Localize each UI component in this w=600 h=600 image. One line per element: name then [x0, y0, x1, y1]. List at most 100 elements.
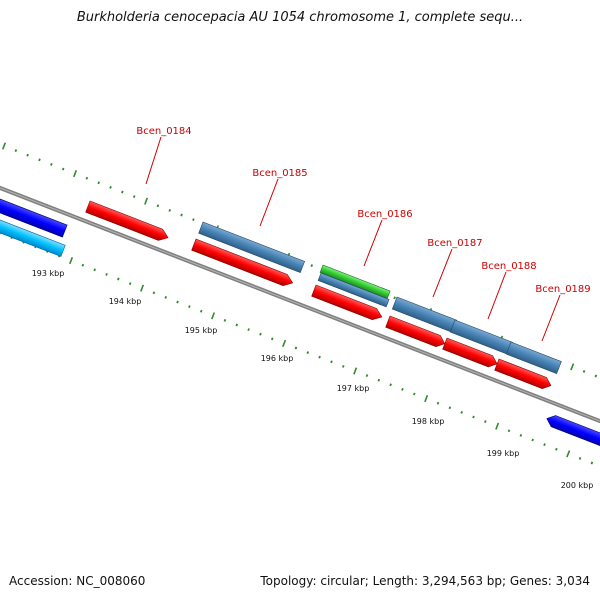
minor-tick	[413, 392, 416, 396]
leader-line	[259, 178, 279, 227]
minor-tick	[61, 167, 65, 171]
gene-label-group: Bcen_0184 Bcen_0185 Bcen_0186 Bcen_0187 …	[136, 126, 591, 342]
gene-label: Bcen_0189	[535, 284, 590, 295]
minor-tick	[318, 355, 321, 359]
gene-label: Bcen_0187	[427, 238, 482, 249]
kbp-label: 195 kbp	[185, 326, 218, 335]
minor-tick	[306, 351, 310, 355]
minor-tick	[365, 374, 369, 378]
minor-tick	[105, 272, 108, 276]
minor-tick	[436, 401, 440, 405]
gene-red-186-inner	[311, 284, 383, 321]
major-tick	[144, 197, 149, 205]
minor-tick	[555, 447, 558, 451]
gene-steel-186	[317, 272, 390, 308]
minor-tick	[93, 268, 96, 272]
major-tick	[140, 284, 145, 292]
leader-line	[363, 219, 383, 267]
kbp-label: 199 kbp	[487, 449, 520, 458]
minor-tick	[531, 438, 534, 442]
minor-tick	[389, 383, 392, 387]
minor-tick	[507, 429, 511, 433]
minor-tick	[164, 295, 168, 299]
minor-tick	[117, 277, 120, 281]
minor-tick	[330, 360, 333, 364]
minor-tick	[97, 181, 100, 185]
minor-tick	[448, 406, 452, 410]
major-tick	[570, 363, 575, 371]
minor-tick	[128, 282, 132, 286]
minor-tick	[393, 296, 396, 300]
kbp-label: 193 kbp	[32, 269, 65, 278]
gene-label: Bcen_0186	[357, 209, 412, 220]
minor-tick	[519, 433, 523, 437]
kbp-label: 198 kbp	[412, 417, 445, 426]
major-tick	[69, 257, 74, 265]
leader-line	[541, 294, 561, 342]
minor-tick	[192, 218, 195, 222]
inner-tick-ring	[0, 229, 594, 465]
major-tick	[353, 367, 358, 375]
major-tick	[424, 395, 429, 403]
kbp-label: 200 kbp	[561, 481, 594, 490]
gene-label: Bcen_0188	[481, 261, 536, 272]
minor-tick	[85, 176, 89, 180]
minor-tick	[26, 153, 29, 157]
gene-blue-right	[546, 415, 600, 450]
minor-tick	[472, 415, 475, 419]
major-tick	[73, 170, 78, 178]
kbp-label: 197 kbp	[337, 384, 370, 393]
kbp-label: 196 kbp	[261, 354, 294, 363]
minor-tick	[81, 263, 85, 267]
topology-summary: Topology: circular; Length: 3,294,563 bp…	[260, 574, 590, 588]
leader-line	[145, 136, 162, 185]
major-tick	[282, 339, 287, 347]
accession-text: Accession: NC_008060	[9, 574, 146, 588]
kbp-labels: 193 kbp 194 kbp 195 kbp 196 kbp 197 kbp …	[32, 269, 594, 490]
minor-tick	[460, 410, 463, 414]
minor-tick	[342, 364, 345, 368]
minor-tick	[484, 420, 487, 424]
minor-tick	[294, 346, 298, 350]
minor-tick	[590, 461, 594, 465]
minor-tick	[176, 300, 179, 304]
kbp-label: 194 kbp	[109, 297, 142, 306]
minor-tick	[310, 264, 314, 268]
gene-red-185-inner	[191, 238, 294, 286]
minor-tick	[180, 213, 183, 217]
minor-tick	[199, 309, 203, 313]
minor-tick	[223, 318, 227, 322]
minor-tick	[543, 443, 546, 447]
gene-bcen-0184	[85, 200, 169, 241]
minor-tick	[168, 208, 172, 212]
minor-tick	[38, 158, 41, 162]
gene-label: Bcen_0185	[252, 168, 307, 179]
minor-tick	[578, 456, 582, 460]
minor-tick	[156, 204, 160, 208]
major-tick	[1, 142, 7, 150]
minor-tick	[188, 305, 191, 309]
major-tick	[211, 312, 216, 320]
gene-bcen-0189	[505, 341, 562, 375]
gene-bcen-0185	[198, 221, 306, 273]
minor-tick	[247, 328, 250, 332]
minor-tick	[235, 323, 239, 327]
leader-line	[487, 271, 507, 320]
minor-tick	[594, 374, 598, 378]
backbone	[0, 185, 600, 424]
minor-tick	[14, 149, 18, 153]
minor-tick	[109, 185, 112, 189]
major-tick	[495, 422, 500, 430]
minor-tick	[259, 332, 262, 336]
leader-line	[432, 248, 453, 298]
gene-red-188-inner	[442, 337, 498, 368]
gene-lightblue-left	[0, 215, 66, 257]
gene-blue-left	[0, 194, 68, 238]
minor-tick	[377, 378, 381, 382]
gene-red-189-inner	[494, 358, 552, 389]
major-tick	[566, 450, 571, 458]
gene-label: Bcen_0184	[136, 126, 191, 137]
minor-tick	[270, 337, 274, 341]
minor-tick	[132, 195, 136, 199]
